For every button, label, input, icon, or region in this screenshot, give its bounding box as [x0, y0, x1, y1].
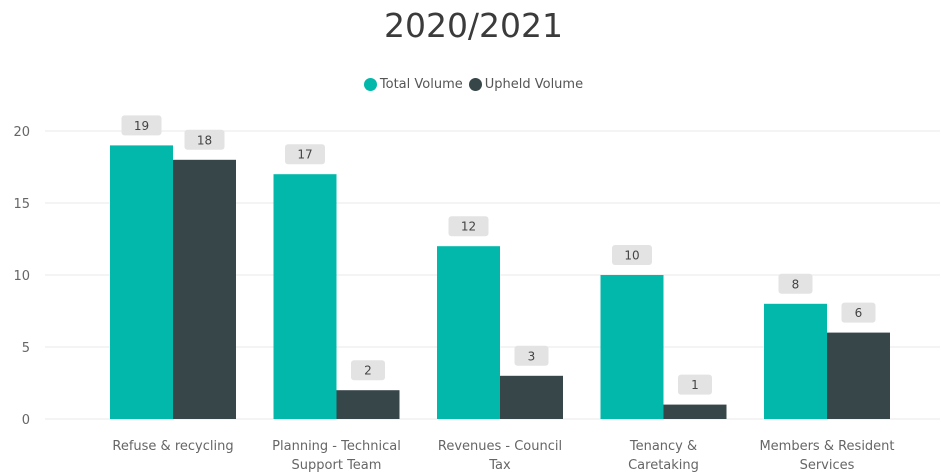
- data-label: 12: [461, 220, 476, 234]
- bar[interactable]: [663, 404, 727, 419]
- x-tick-label: Refuse & recycling: [112, 439, 233, 454]
- data-label: 2: [364, 364, 372, 378]
- x-tick-label: Support Team: [292, 458, 382, 473]
- data-label-box: [678, 374, 712, 395]
- bar[interactable]: [827, 332, 890, 419]
- y-tick-label: 15: [13, 197, 30, 212]
- legend-item-upheld-volume[interactable]: Upheld Volume: [468, 77, 584, 92]
- data-label-box: [514, 345, 549, 366]
- data-label: 8: [792, 277, 800, 291]
- data-label: 17: [297, 148, 312, 162]
- chart-legend: Total Volume Upheld Volume: [0, 77, 947, 92]
- data-label: 18: [197, 133, 212, 147]
- bar[interactable]: [336, 390, 400, 419]
- chart-title: 2020/2021: [383, 6, 564, 45]
- x-tick-label: Planning - Technical: [272, 439, 401, 454]
- data-label-box: [351, 360, 385, 381]
- data-label-box: [612, 245, 652, 265]
- bar[interactable]: [273, 174, 337, 419]
- legend-swatch-upheld-volume: [468, 78, 482, 91]
- data-label-box: [285, 144, 325, 165]
- data-label-box: [778, 273, 813, 294]
- bar[interactable]: [500, 375, 563, 419]
- legend-swatch-total-volume: [363, 78, 377, 91]
- x-tick-label: Members & Resident: [759, 439, 894, 454]
- legend-label-upheld-volume: Upheld Volume: [484, 77, 584, 92]
- bar[interactable]: [173, 159, 236, 420]
- y-tick-label: 5: [22, 341, 30, 356]
- bar[interactable]: [437, 246, 500, 419]
- data-label-box: [121, 115, 162, 136]
- data-label-box: [184, 129, 225, 150]
- y-tick-label: 20: [13, 125, 30, 140]
- data-label-box: [841, 302, 876, 323]
- x-tick-label: Revenues - Council: [438, 439, 562, 454]
- bar[interactable]: [600, 275, 664, 419]
- bar[interactable]: [110, 145, 173, 419]
- x-tick-label: Caretaking: [628, 458, 699, 473]
- y-tick-label: 10: [13, 269, 30, 284]
- bar[interactable]: [764, 303, 827, 419]
- y-tick-label: 0: [22, 413, 30, 428]
- x-tick-label: Services: [800, 458, 855, 473]
- data-label: 19: [134, 119, 149, 133]
- data-label: 1: [691, 378, 699, 392]
- x-tick-label: Tax: [488, 458, 511, 473]
- data-label: 10: [624, 249, 639, 263]
- legend-label-total-volume: Total Volume: [379, 77, 463, 92]
- data-label: 3: [528, 349, 536, 363]
- legend-item-total-volume[interactable]: Total Volume: [363, 77, 463, 92]
- data-label: 6: [855, 306, 863, 320]
- data-label-box: [448, 216, 489, 237]
- x-tick-label: Tenancy &: [629, 439, 697, 454]
